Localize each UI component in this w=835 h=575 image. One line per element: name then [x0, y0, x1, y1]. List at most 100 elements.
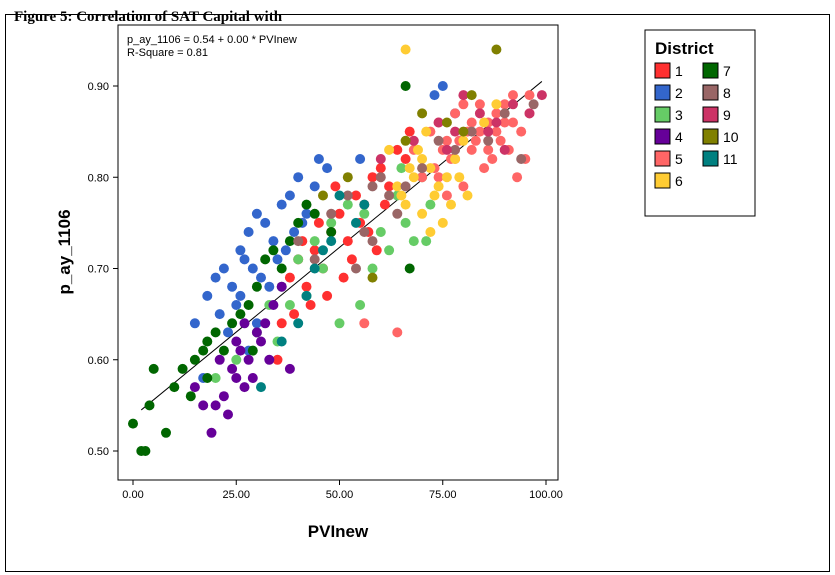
- data-point-district-2: [429, 90, 440, 101]
- data-point-district-2: [189, 318, 200, 329]
- data-point-district-4: [210, 400, 221, 411]
- data-point-district-5: [417, 172, 428, 183]
- data-point-district-7: [202, 336, 213, 347]
- data-point-district-8: [400, 181, 411, 192]
- r-square-label: R-Square = 0.81: [127, 47, 208, 59]
- data-point-district-1: [272, 354, 283, 365]
- data-point-district-1: [301, 281, 312, 292]
- data-point-district-5: [458, 99, 469, 110]
- data-point-district-4: [239, 382, 250, 393]
- data-point-district-5: [491, 126, 502, 137]
- data-point-district-3: [284, 300, 295, 310]
- legend-swatch-3: [654, 106, 671, 123]
- legend-label-7: 7: [723, 63, 731, 79]
- data-point-district-8: [499, 108, 510, 119]
- data-point-district-10: [367, 272, 378, 283]
- data-point-district-7: [284, 236, 295, 247]
- legend-label-2: 2: [675, 85, 683, 101]
- data-point-district-7: [140, 446, 151, 456]
- data-point-district-5: [516, 126, 527, 137]
- data-point-district-2: [202, 290, 213, 301]
- data-point-district-1: [322, 290, 333, 301]
- data-point-district-4: [223, 409, 233, 420]
- data-point-district-7: [251, 281, 262, 292]
- legend-label-6: 6: [675, 173, 683, 189]
- data-point-district-1: [284, 272, 295, 283]
- data-point-district-8: [309, 254, 320, 265]
- data-point-district-1: [334, 208, 345, 219]
- legend-label-10: 10: [723, 129, 739, 145]
- data-point-district-4: [231, 336, 242, 347]
- data-point-district-5: [491, 108, 502, 119]
- data-point-district-7: [293, 217, 304, 228]
- data-point-district-11: [359, 199, 370, 210]
- data-point-district-9: [474, 108, 485, 119]
- data-point-district-11: [334, 190, 345, 201]
- data-point-district-8: [367, 236, 378, 247]
- data-point-district-2: [284, 190, 295, 201]
- data-point-district-5: [470, 135, 481, 146]
- data-point-district-10: [441, 117, 452, 128]
- data-point-district-11: [301, 290, 312, 301]
- legend-swatch-8: [702, 84, 719, 101]
- data-point-district-11: [318, 245, 328, 256]
- data-point-district-2: [223, 327, 233, 338]
- data-point-district-2: [264, 281, 275, 292]
- data-point-district-6: [479, 117, 490, 128]
- data-point-district-3: [396, 163, 407, 174]
- data-point-district-1: [392, 144, 403, 155]
- data-point-district-3: [309, 236, 320, 247]
- data-point-district-8: [417, 163, 428, 174]
- regression-equation: p_ay_1106 = 0.54 + 0.00 * PVInew: [127, 34, 297, 46]
- data-point-district-7: [148, 363, 159, 374]
- data-point-district-2: [251, 318, 262, 329]
- data-point-district-9: [508, 99, 518, 110]
- data-point-district-10: [466, 90, 477, 101]
- data-point-district-9: [441, 144, 452, 155]
- legend-swatch-9: [702, 106, 719, 123]
- data-point-district-2: [251, 208, 262, 219]
- x-tick-label: 75.00: [429, 489, 457, 501]
- data-point-district-11: [309, 263, 320, 274]
- data-point-district-5: [499, 99, 510, 110]
- data-point-district-6: [400, 199, 411, 210]
- data-point-district-8: [384, 190, 395, 201]
- legend-title: District: [655, 39, 714, 58]
- data-point-district-5: [466, 144, 477, 155]
- data-point-district-7: [177, 363, 188, 374]
- data-point-district-2: [218, 263, 229, 274]
- data-point-district-1: [371, 245, 382, 256]
- data-point-district-4: [243, 354, 254, 365]
- data-point-district-4: [251, 327, 262, 338]
- data-point-district-4: [206, 427, 217, 438]
- plot-area: [117, 24, 559, 481]
- data-point-district-8: [516, 154, 527, 164]
- y-axis-label: p_ay_1106: [55, 209, 74, 294]
- x-tick-label: 50.00: [326, 489, 354, 501]
- data-point-district-6: [433, 181, 444, 192]
- data-point-district-5: [483, 144, 494, 155]
- y-tick-label: 0.80: [88, 172, 109, 184]
- data-point-district-10: [417, 108, 428, 119]
- data-point-district-2: [322, 163, 333, 174]
- data-point-district-5: [359, 318, 370, 329]
- data-point-district-6: [400, 44, 411, 55]
- data-point-district-4: [284, 363, 295, 374]
- data-point-district-5: [479, 163, 490, 174]
- data-point-district-2: [289, 227, 300, 237]
- legend-label-11: 11: [723, 151, 738, 167]
- data-point-district-2: [355, 154, 366, 164]
- data-point-district-6: [425, 163, 436, 174]
- data-point-district-5: [474, 126, 485, 137]
- data-point-district-4: [239, 318, 250, 329]
- legend-swatch-7: [702, 62, 719, 79]
- data-point-district-5: [474, 99, 485, 110]
- data-point-district-4: [231, 373, 242, 383]
- data-point-district-8: [351, 263, 361, 274]
- legend-label-9: 9: [723, 107, 731, 123]
- data-point-district-2: [235, 245, 246, 256]
- legend-swatch-11: [702, 150, 719, 167]
- data-point-district-4: [256, 336, 266, 347]
- data-point-district-8: [359, 227, 370, 237]
- data-point-district-4: [264, 354, 275, 365]
